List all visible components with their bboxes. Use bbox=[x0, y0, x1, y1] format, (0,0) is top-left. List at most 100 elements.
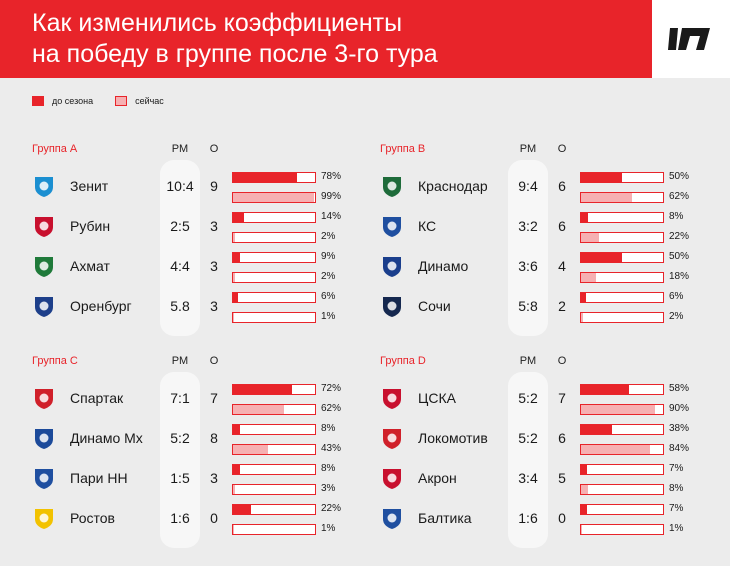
team-row: Пари НН 1:5 3 8% 3% bbox=[32, 458, 372, 498]
probability-label-now: 1% bbox=[321, 311, 336, 322]
points-value: 3 bbox=[210, 218, 218, 234]
probability-bar-now bbox=[580, 444, 664, 455]
points-value: 4 bbox=[558, 258, 566, 274]
goals-value: 7:1 bbox=[170, 390, 190, 406]
probability-label-before: 58% bbox=[669, 383, 690, 394]
team-row: Спартак 7:1 7 72% 62% bbox=[32, 378, 372, 418]
probability-bar-fill-now bbox=[581, 193, 632, 202]
probability-label-before: 6% bbox=[321, 291, 336, 302]
probability-bar-fill-now bbox=[233, 193, 315, 202]
points-value: 6 bbox=[558, 430, 566, 446]
probability-bar-fill-before bbox=[233, 213, 245, 222]
probability-bar-before bbox=[580, 424, 664, 435]
team-row: Динамо Мх 5:2 8 8% 43% bbox=[32, 418, 372, 458]
probability-bar-fill-before bbox=[581, 505, 587, 514]
probability-label-now: 2% bbox=[669, 311, 684, 322]
team-badge-icon bbox=[35, 177, 53, 197]
probability-bar-before bbox=[580, 504, 664, 515]
score-column-background bbox=[508, 372, 548, 548]
points-value: 3 bbox=[210, 258, 218, 274]
column-header-rm: РМ bbox=[171, 143, 189, 155]
probability-bar-before bbox=[232, 252, 316, 263]
goals-value: 3:4 bbox=[518, 470, 538, 486]
probability-bar-before bbox=[232, 504, 316, 515]
team-name: Балтика bbox=[418, 510, 472, 526]
probability-bar-before bbox=[580, 464, 664, 475]
probability-bar-now bbox=[580, 232, 664, 243]
team-name: Акрон bbox=[418, 470, 457, 486]
score-column-background bbox=[508, 160, 548, 336]
probability-bar-fill-before bbox=[581, 425, 613, 434]
legend-swatch-before bbox=[32, 96, 44, 106]
column-header-points: О bbox=[557, 143, 567, 155]
legend-label-before: до сезона bbox=[52, 96, 94, 106]
team-name: Оренбург bbox=[70, 298, 132, 314]
probability-bar-before bbox=[232, 384, 316, 395]
probability-bar-now bbox=[232, 444, 316, 455]
group-title: Группа D bbox=[380, 355, 426, 367]
team-badge-icon bbox=[383, 389, 401, 409]
probability-label-now: 8% bbox=[669, 483, 684, 494]
probability-label-now: 43% bbox=[321, 443, 342, 454]
probability-bar-before bbox=[232, 424, 316, 435]
team-badge-icon bbox=[35, 389, 53, 409]
probability-bar-before bbox=[232, 172, 316, 183]
team-row: Ахмат 4:4 3 9% 2% bbox=[32, 246, 372, 286]
points-value: 0 bbox=[558, 510, 566, 526]
team-badge-icon bbox=[383, 509, 401, 529]
probability-bar-before bbox=[580, 172, 664, 183]
group-title: Группа A bbox=[32, 143, 78, 155]
probability-bar-fill-before bbox=[233, 173, 297, 182]
group-panel: Группа A РМ О Зенит 10:4 9 78% 99% Рубин 2:5 3 14% 2… bbox=[32, 143, 372, 343]
team-badge-icon bbox=[35, 217, 53, 237]
probability-bar-now bbox=[232, 312, 316, 323]
probability-bar-fill-before bbox=[581, 385, 629, 394]
title-line-1: Как изменились коэффициенты bbox=[32, 9, 403, 37]
goals-value: 3:6 bbox=[518, 258, 538, 274]
probability-bar-fill-now bbox=[581, 273, 596, 282]
goals-value: 10:4 bbox=[166, 178, 194, 194]
points-value: 3 bbox=[210, 298, 218, 314]
probability-bar-before bbox=[232, 212, 316, 223]
points-value: 0 bbox=[210, 510, 218, 526]
team-row: Оренбург 5.8 3 6% 1% bbox=[32, 286, 372, 326]
probability-bar-fill-before bbox=[233, 465, 240, 474]
team-name: Зенит bbox=[70, 178, 109, 194]
team-badge-icon bbox=[383, 429, 401, 449]
probability-label-before: 38% bbox=[669, 423, 690, 434]
probability-bar-now bbox=[580, 484, 664, 495]
points-value: 6 bbox=[558, 218, 566, 234]
team-badge-icon bbox=[383, 217, 401, 237]
probability-label-before: 8% bbox=[321, 423, 336, 434]
probability-bar-before bbox=[580, 252, 664, 263]
team-name: Пари НН bbox=[70, 470, 128, 486]
team-row: Краснодар 9:4 6 50% 62% bbox=[380, 166, 720, 206]
team-badge-icon bbox=[35, 469, 53, 489]
team-name: Краснодар bbox=[418, 178, 488, 194]
team-row: Ростов 1:6 0 22% 1% bbox=[32, 498, 372, 538]
goals-value: 1:5 bbox=[170, 470, 190, 486]
team-name: ЦСКА bbox=[418, 390, 456, 406]
probability-bar-now bbox=[580, 192, 664, 203]
probability-bar-fill-now bbox=[581, 525, 582, 534]
team-name: Ростов bbox=[70, 510, 115, 526]
team-name: КС bbox=[418, 218, 437, 234]
column-header-rm: РМ bbox=[171, 355, 189, 367]
probability-label-now: 84% bbox=[669, 443, 690, 454]
column-header-rm: РМ bbox=[519, 355, 537, 367]
legend-label-now: сейчас bbox=[135, 96, 164, 106]
column-header-points: О bbox=[557, 355, 567, 367]
score-column-background bbox=[160, 160, 200, 336]
probability-bar-fill-now bbox=[233, 313, 234, 322]
goals-value: 5:2 bbox=[170, 430, 190, 446]
score-column-background bbox=[160, 372, 200, 548]
team-name: Динамо bbox=[418, 258, 469, 274]
team-row: Зенит 10:4 9 78% 99% bbox=[32, 166, 372, 206]
points-value: 2 bbox=[558, 298, 566, 314]
team-badge-icon bbox=[383, 257, 401, 277]
probability-label-before: 14% bbox=[321, 211, 342, 222]
probability-bar-fill-now bbox=[233, 485, 236, 494]
team-name: Динамо Мх bbox=[70, 430, 143, 446]
probability-bar-fill-before bbox=[581, 293, 586, 302]
team-row: Сочи 5:8 2 6% 2% bbox=[380, 286, 720, 326]
